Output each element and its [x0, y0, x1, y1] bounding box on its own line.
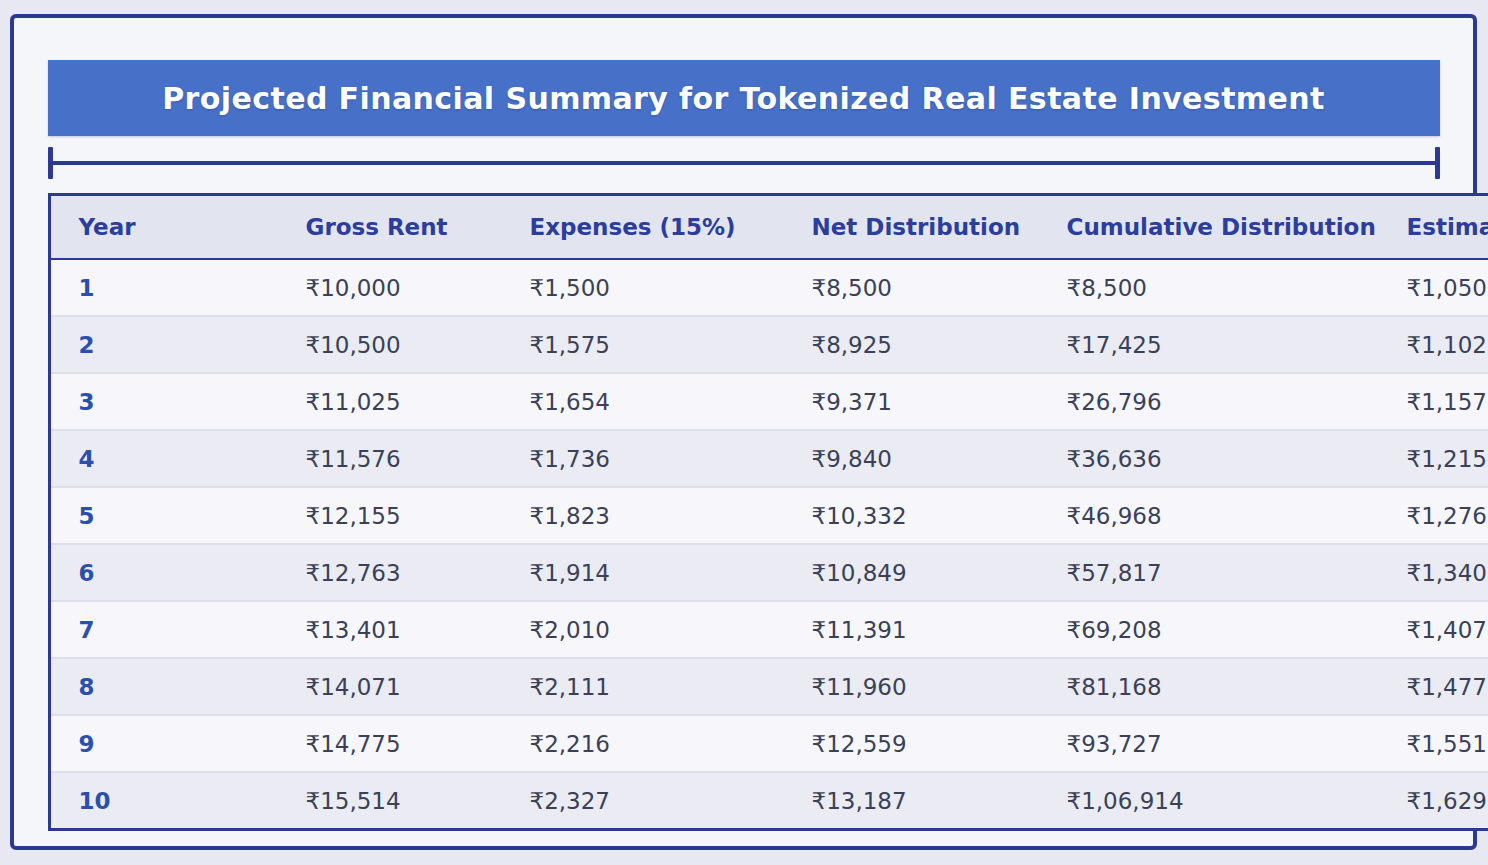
- cumulative-distribution-cell: ₹81,168: [1039, 658, 1379, 715]
- estimated-nav-cell: ₹1,629: [1379, 772, 1488, 830]
- column-header-gross-rent: Gross Rent: [278, 195, 502, 260]
- year-cell: 8: [49, 658, 278, 715]
- expenses-cell: ₹1,575: [502, 316, 784, 373]
- content-area: Projected Financial Summary for Tokenize…: [48, 60, 1440, 831]
- table-header-row: Year Gross Rent Expenses (15%) Net Distr…: [49, 195, 1488, 260]
- cumulative-distribution-cell: ₹46,968: [1039, 487, 1379, 544]
- estimated-nav-cell: ₹1,477: [1379, 658, 1488, 715]
- title-banner: Projected Financial Summary for Tokenize…: [48, 60, 1440, 136]
- expenses-cell: ₹2,216: [502, 715, 784, 772]
- gross-rent-cell: ₹11,576: [278, 430, 502, 487]
- table-row: 5₹12,155₹1,823₹10,332₹46,968₹1,276: [49, 487, 1488, 544]
- expenses-cell: ₹2,010: [502, 601, 784, 658]
- table-row: 3₹11,025₹1,654₹9,371₹26,796₹1,157: [49, 373, 1488, 430]
- column-header-cumulative-distribution: Cumulative Distribution: [1039, 195, 1379, 260]
- gross-rent-cell: ₹10,000: [278, 259, 502, 316]
- net-distribution-cell: ₹8,500: [784, 259, 1039, 316]
- column-header-year: Year: [49, 195, 278, 260]
- page-frame: Projected Financial Summary for Tokenize…: [10, 14, 1477, 850]
- cumulative-distribution-cell: ₹57,817: [1039, 544, 1379, 601]
- cumulative-distribution-cell: ₹26,796: [1039, 373, 1379, 430]
- estimated-nav-cell: ₹1,102: [1379, 316, 1488, 373]
- estimated-nav-cell: ₹1,157: [1379, 373, 1488, 430]
- net-distribution-cell: ₹13,187: [784, 772, 1039, 830]
- year-cell: 9: [49, 715, 278, 772]
- expenses-cell: ₹2,111: [502, 658, 784, 715]
- year-cell: 5: [49, 487, 278, 544]
- table-row: 4₹11,576₹1,736₹9,840₹36,636₹1,215: [49, 430, 1488, 487]
- expenses-cell: ₹1,736: [502, 430, 784, 487]
- estimated-nav-cell: ₹1,215: [1379, 430, 1488, 487]
- year-cell: 3: [49, 373, 278, 430]
- table-row: 10₹15,514₹2,327₹13,187₹1,06,914₹1,629: [49, 772, 1488, 830]
- cumulative-distribution-cell: ₹1,06,914: [1039, 772, 1379, 830]
- cumulative-distribution-cell: ₹8,500: [1039, 259, 1379, 316]
- net-distribution-cell: ₹10,849: [784, 544, 1039, 601]
- page-title: Projected Financial Summary for Tokenize…: [162, 81, 1325, 116]
- table-row: 2₹10,500₹1,575₹8,925₹17,425₹1,102: [49, 316, 1488, 373]
- year-cell: 1: [49, 259, 278, 316]
- gross-rent-cell: ₹15,514: [278, 772, 502, 830]
- table-row: 1₹10,000₹1,500₹8,500₹8,500₹1,050: [49, 259, 1488, 316]
- table-body: 1₹10,000₹1,500₹8,500₹8,500₹1,0502₹10,500…: [49, 259, 1488, 830]
- estimated-nav-cell: ₹1,340: [1379, 544, 1488, 601]
- year-cell: 10: [49, 772, 278, 830]
- estimated-nav-cell: ₹1,050: [1379, 259, 1488, 316]
- table-row: 8₹14,071₹2,111₹11,960₹81,168₹1,477: [49, 658, 1488, 715]
- net-distribution-cell: ₹9,371: [784, 373, 1039, 430]
- gross-rent-cell: ₹12,763: [278, 544, 502, 601]
- expenses-cell: ₹1,914: [502, 544, 784, 601]
- cumulative-distribution-cell: ₹17,425: [1039, 316, 1379, 373]
- year-cell: 7: [49, 601, 278, 658]
- gross-rent-cell: ₹10,500: [278, 316, 502, 373]
- table-header: Year Gross Rent Expenses (15%) Net Distr…: [49, 195, 1488, 260]
- expenses-cell: ₹1,654: [502, 373, 784, 430]
- separator: [48, 147, 1440, 179]
- estimated-nav-cell: ₹1,276: [1379, 487, 1488, 544]
- net-distribution-cell: ₹11,960: [784, 658, 1039, 715]
- expenses-cell: ₹2,327: [502, 772, 784, 830]
- gross-rent-cell: ₹13,401: [278, 601, 502, 658]
- net-distribution-cell: ₹10,332: [784, 487, 1039, 544]
- net-distribution-cell: ₹8,925: [784, 316, 1039, 373]
- year-cell: 6: [49, 544, 278, 601]
- year-cell: 4: [49, 430, 278, 487]
- column-header-expenses: Expenses (15%): [502, 195, 784, 260]
- net-distribution-cell: ₹12,559: [784, 715, 1039, 772]
- cumulative-distribution-cell: ₹93,727: [1039, 715, 1379, 772]
- separator-right-cap: [1435, 147, 1440, 179]
- cumulative-distribution-cell: ₹69,208: [1039, 601, 1379, 658]
- year-cell: 2: [49, 316, 278, 373]
- financial-summary-table: Year Gross Rent Expenses (15%) Net Distr…: [48, 193, 1488, 831]
- gross-rent-cell: ₹14,071: [278, 658, 502, 715]
- estimated-nav-cell: ₹1,407: [1379, 601, 1488, 658]
- gross-rent-cell: ₹14,775: [278, 715, 502, 772]
- column-header-net-distribution: Net Distribution: [784, 195, 1039, 260]
- net-distribution-cell: ₹11,391: [784, 601, 1039, 658]
- separator-line: [53, 161, 1435, 165]
- expenses-cell: ₹1,823: [502, 487, 784, 544]
- table-row: 9₹14,775₹2,216₹12,559₹93,727₹1,551: [49, 715, 1488, 772]
- estimated-nav-cell: ₹1,551: [1379, 715, 1488, 772]
- net-distribution-cell: ₹9,840: [784, 430, 1039, 487]
- gross-rent-cell: ₹11,025: [278, 373, 502, 430]
- gross-rent-cell: ₹12,155: [278, 487, 502, 544]
- column-header-estimated-nav: Estimated NAV: [1379, 195, 1488, 260]
- table-row: 7₹13,401₹2,010₹11,391₹69,208₹1,407: [49, 601, 1488, 658]
- table-row: 6₹12,763₹1,914₹10,849₹57,817₹1,340: [49, 544, 1488, 601]
- cumulative-distribution-cell: ₹36,636: [1039, 430, 1379, 487]
- expenses-cell: ₹1,500: [502, 259, 784, 316]
